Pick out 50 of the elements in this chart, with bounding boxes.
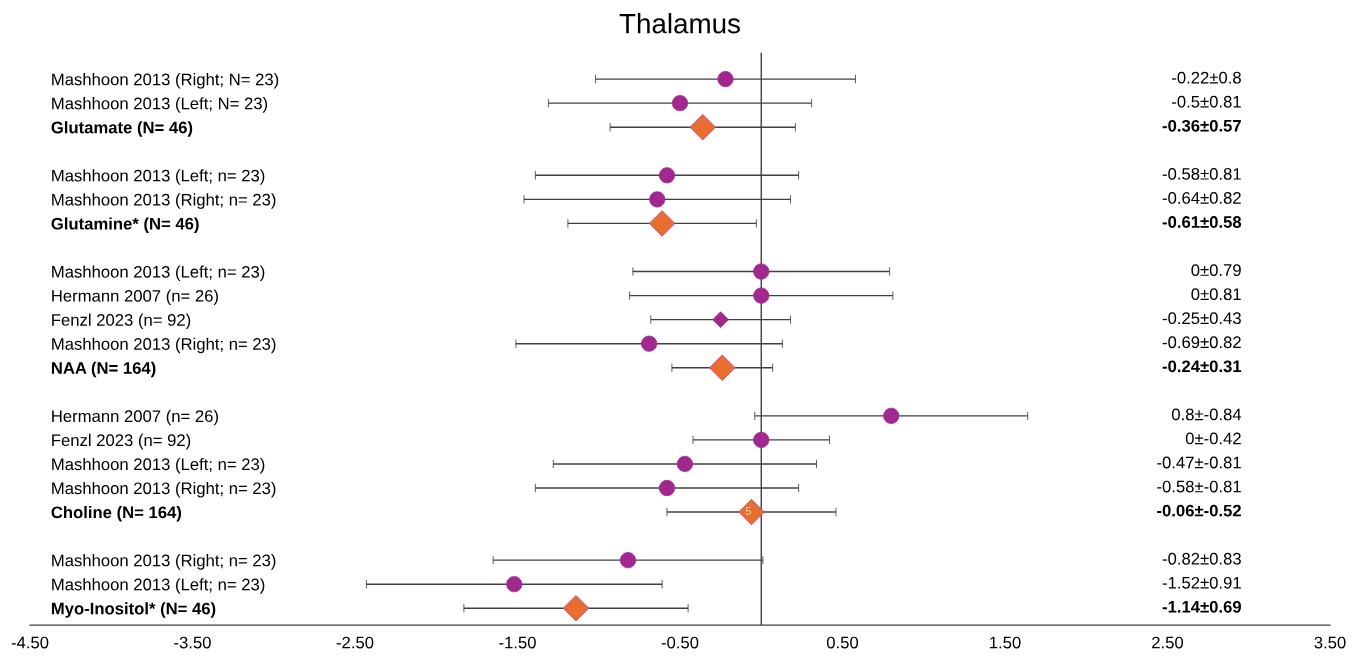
x-tick-label: 3.50: [1314, 636, 1346, 649]
annotation: -0.47±-0.81: [1157, 456, 1241, 469]
annotation: -0.64±0.82: [1162, 192, 1241, 204]
y-tick-label: Mashhoon 2013 (Left; n= 23): [52, 578, 265, 594]
y-tick-label: Fenzl 2023 (n= 92): [52, 313, 191, 330]
y-tick-label: Mashhoon 2013 (Left; n= 23): [52, 169, 265, 185]
annotation: -0.58±-0.81: [1157, 480, 1241, 493]
x-tick-label: 0.50: [826, 636, 859, 649]
annotation: -1.14±0.69: [1162, 600, 1241, 613]
annotation: -0.5±0.81: [1172, 95, 1241, 108]
y-tick-label: Mashhoon 2013 (Right; n= 23): [52, 337, 276, 354]
y-tick-label: Mashhoon 2013 (Right; n= 23): [52, 481, 276, 498]
y-tick-label: Hermann 2007 (n= 26): [52, 289, 218, 306]
y-tick-label: Mashhoon 2013 (Left; N= 23): [52, 97, 268, 113]
y-tick-label: Mashhoon 2013 (Right; n= 23): [52, 554, 276, 570]
annotation: -0.58±0.81: [1162, 167, 1241, 180]
annotation: 5: [745, 507, 752, 516]
y-tick-label: Mashhoon 2013 (Left; n= 23): [52, 265, 265, 282]
y-tick-label: Glutamine* (N= 46): [51, 217, 199, 233]
y-tick-label: Hermann 2007 (n= 26): [52, 409, 218, 426]
y-tick-label: Myo-Inositol* (N= 46): [51, 602, 216, 618]
x-tick-label: -1.50: [499, 636, 536, 649]
annotation: -1.52±0.91: [1162, 576, 1241, 589]
y-tick-label: Mashhoon 2013 (Right; N= 23): [52, 73, 279, 89]
annotation: -0.25±0.43: [1162, 312, 1241, 325]
annotation: 0±0.81: [1191, 288, 1241, 301]
chart-title: Thalamus: [619, 13, 740, 34]
annotation: -0.24±0.31: [1162, 360, 1242, 373]
x-tick-label: -4.50: [11, 636, 49, 649]
x-tick-label: 2.50: [1152, 636, 1184, 649]
annotation: -0.22±0.8: [1172, 71, 1241, 84]
annotation: 0±-0.42: [1185, 432, 1241, 445]
annotation: 0±0.79: [1191, 264, 1241, 276]
point: [738, 498, 765, 526]
y-tick-label: Fenzl 2023 (n= 92): [52, 433, 191, 450]
annotation: -0.06±-0.52: [1157, 504, 1241, 517]
x-tick-label: 1.50: [990, 636, 1021, 649]
y-tick-label: Glutamate (N= 46): [51, 121, 193, 137]
annotation: 0.8±-0.84: [1171, 408, 1242, 421]
y-tick-label: Mashhoon 2013 (Right; n= 23): [52, 193, 276, 209]
y-tick-label: NAA (N= 164): [51, 361, 156, 378]
annotation: -0.82±0.83: [1162, 552, 1241, 565]
x-tick-label: -2.50: [336, 636, 374, 649]
annotation: -0.61±0.58: [1162, 216, 1242, 228]
x-tick-label: -0.50: [661, 636, 699, 649]
annotation: -0.69±0.82: [1162, 336, 1241, 349]
annotation: -0.36±0.57: [1162, 119, 1241, 132]
x-tick-label: -3.50: [174, 636, 211, 649]
y-tick-label: Mashhoon 2013 (Left; n= 23): [52, 457, 265, 474]
y-tick-label: Choline (N= 164): [51, 506, 182, 522]
